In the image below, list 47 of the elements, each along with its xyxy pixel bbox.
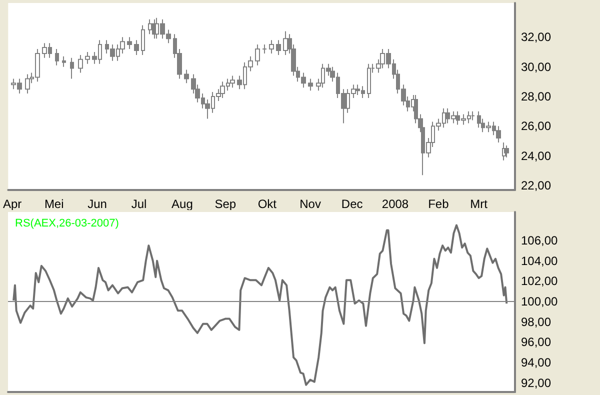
candlestick: [276, 40, 281, 56]
x-tick-label: Okt: [258, 197, 278, 211]
x-tick-label: 2008: [382, 197, 409, 211]
candlestick: [55, 48, 59, 66]
candlestick: [184, 69, 189, 84]
y-tick-label: 24,00: [521, 148, 552, 163]
candlestick: [134, 40, 139, 56]
candlestick: [78, 54, 83, 74]
text: RS(AEX,26-03-2007): [15, 218, 119, 230]
candlestick: [230, 75, 235, 88]
candlestick: [283, 30, 288, 56]
candlestick: [308, 78, 313, 92]
y-tick-label: 92,00: [521, 376, 552, 390]
candlestick: [471, 110, 475, 121]
candlestick: [262, 44, 267, 54]
x-tick-label: Mrt: [470, 197, 488, 211]
x-tick-label: Feb: [428, 197, 450, 211]
candlestick: [477, 110, 481, 128]
y-tick-label: 100,00: [521, 294, 558, 308]
candlestick: [367, 63, 371, 98]
candlestick: [25, 74, 30, 94]
y-tick-label: 106,00: [521, 233, 558, 248]
x-tick-label: Jun: [88, 197, 107, 211]
x-tick-label: Dec: [341, 197, 363, 211]
candlestick: [62, 56, 66, 68]
candlestick: [148, 18, 152, 35]
x-tick-label: Jul: [131, 197, 147, 211]
x-tick-label: Nov: [300, 197, 321, 211]
y-tick-label: 102,00: [521, 274, 558, 288]
y-tick-label: 28,00: [521, 90, 552, 104]
candlestick: [127, 36, 132, 50]
y-tick-label: 22,00: [521, 178, 552, 193]
y-tick-label: 30,00: [521, 60, 552, 74]
y-tick-label: 104,00: [521, 254, 558, 268]
y-tick-label: 96,00: [521, 335, 552, 350]
candlestick: [85, 51, 90, 64]
y-tick-label: 32,00: [521, 30, 552, 44]
candlestick: [504, 144, 509, 158]
y-tick-label: 94,00: [521, 356, 552, 370]
candlestick: [70, 57, 74, 80]
y-tick-label: 26,00: [521, 119, 552, 134]
y-tick-label: 98,00: [521, 314, 552, 329]
candlestick: [141, 24, 145, 56]
candlestick: [269, 40, 274, 54]
x-tick-label: Mei: [44, 197, 64, 211]
candlestick: [255, 44, 260, 66]
candlestick: [496, 126, 501, 144]
